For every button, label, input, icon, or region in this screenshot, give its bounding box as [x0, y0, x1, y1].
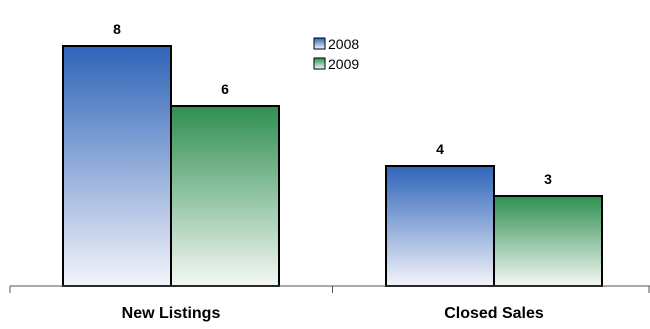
bar-2008-closed-sales — [385, 165, 495, 287]
legend-swatch-2008 — [313, 37, 326, 50]
bar-2008-new-listings — [62, 45, 172, 287]
x-axis: New Listings Closed Sales — [9, 285, 650, 322]
data-label-2009-new-listings: 6 — [221, 81, 229, 97]
legend-label-2008: 2008 — [328, 36, 359, 52]
legend: 2008 2009 — [313, 36, 359, 72]
bar-2009-new-listings — [170, 105, 280, 287]
data-label-2008-closed-sales: 4 — [436, 141, 444, 157]
x-tick-label-new-listings: New Listings — [122, 305, 221, 322]
legend-label-2009: 2009 — [328, 56, 359, 72]
bar-2009-closed-sales — [493, 195, 603, 287]
legend-swatch-2009 — [313, 57, 326, 70]
data-label-2009-closed-sales: 3 — [544, 171, 552, 187]
data-labels-layer: 8 6 4 3 — [113, 21, 552, 187]
bars-layer — [62, 45, 603, 287]
x-tick-label-closed-sales: Closed Sales — [444, 305, 544, 322]
data-label-2008-new-listings: 8 — [113, 21, 121, 37]
